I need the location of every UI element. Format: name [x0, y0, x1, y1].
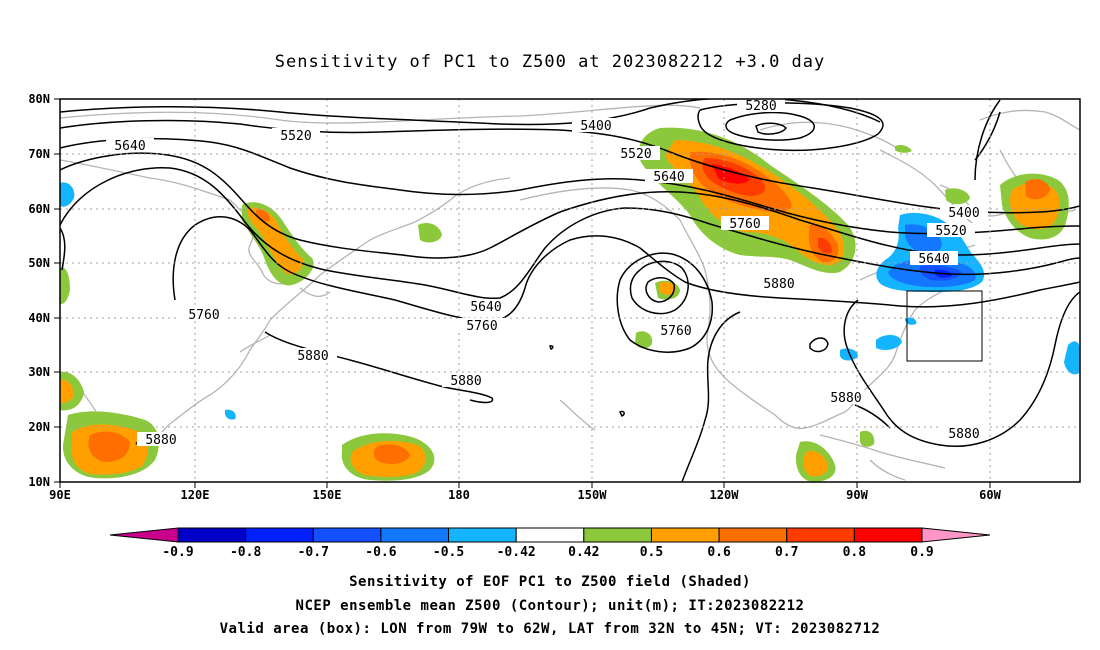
svg-text:5880: 5880: [830, 391, 861, 406]
colorbar-label: -0.5: [433, 545, 464, 560]
svg-text:5880: 5880: [948, 427, 979, 442]
contour-label: 5880: [940, 426, 988, 442]
contour-label: 5520: [927, 223, 975, 239]
svg-text:5520: 5520: [935, 224, 966, 239]
colorbar-label: -0.8: [230, 545, 261, 560]
colorbar-cell: [718, 527, 788, 543]
colorbar-label: 0.7: [775, 545, 798, 560]
contour-label: 5880: [442, 373, 490, 389]
lon-tick-label: 90E: [49, 488, 71, 502]
colorbar-cells: [177, 527, 923, 543]
colorbar-label: 0.5: [640, 545, 663, 560]
sensitivity-shading: [60, 127, 1080, 482]
contour-labels: 5280 5400 5520 5640 5760 5880 5520 5640 …: [106, 98, 988, 448]
lon-tick-label: 150W: [578, 488, 608, 502]
svg-text:5640: 5640: [653, 170, 684, 185]
lon-tick-label: 90W: [846, 488, 868, 502]
lon-tick-label: 180: [448, 488, 470, 502]
valid-area-box: [906, 290, 983, 362]
colorbar-cell: [650, 527, 720, 543]
svg-text:5640: 5640: [114, 139, 145, 154]
colorbar-cell: [312, 527, 382, 543]
contour-label: 5880: [822, 390, 870, 406]
svg-text:5880: 5880: [763, 277, 794, 292]
lat-tick-label: 60N: [28, 202, 50, 216]
contour-label: 5640: [645, 169, 693, 185]
colorbar-cell: [245, 527, 314, 543]
svg-text:5280: 5280: [745, 99, 776, 114]
lat-tick-label: 30N: [28, 365, 50, 379]
lon-tick-labels: 90E 120E 150E 180 150W 120W 90W 60W: [49, 488, 1001, 502]
colorbar-label: 0.9: [910, 545, 933, 560]
grid-lines: [60, 99, 1080, 482]
contour-label: 5880: [755, 276, 803, 292]
colorbar-labels: -0.9 -0.8 -0.7 -0.6 -0.5 -0.42 0.42 0.5 0.6 0.7 0.…: [162, 545, 933, 560]
contour-label: 5880: [289, 348, 337, 364]
colorbar-cell: [177, 527, 247, 543]
lon-tick-label: 120E: [181, 488, 210, 502]
svg-text:5760: 5760: [660, 324, 691, 339]
contour-label: 5760: [652, 323, 700, 339]
lat-tick-label: 10N: [28, 475, 50, 489]
lat-tick-labels: 80N 70N 60N 50N 40N 30N 20N 10N: [28, 92, 50, 489]
svg-text:5640: 5640: [470, 300, 501, 315]
colorbar-high-triangle: [921, 527, 991, 543]
contour-label: 5520: [612, 146, 660, 162]
contour-label: 5760: [458, 318, 506, 334]
contour-label: 5640: [910, 251, 958, 267]
contour-label: 5640: [106, 138, 154, 154]
map-title: Sensitivity of PC1 to Z500 at 2023082212…: [275, 52, 826, 72]
colorbar-label: 0.6: [707, 545, 731, 560]
svg-text:5400: 5400: [948, 206, 979, 221]
colorbar-low-triangle: [109, 527, 179, 543]
z500-contours: [60, 99, 1080, 482]
svg-text:5760: 5760: [729, 217, 760, 232]
contour-label: 5520: [272, 128, 320, 144]
contour-label: 5760: [180, 307, 228, 323]
colorbar: -0.9 -0.8 -0.7 -0.6 -0.5 -0.42 0.42 0.5 0.6 0.7 0.…: [109, 527, 991, 560]
colorbar-label: -0.42: [497, 545, 536, 560]
svg-text:5880: 5880: [145, 433, 176, 448]
svg-text:5880: 5880: [297, 349, 328, 364]
colorbar-label: 0.42: [568, 545, 599, 560]
svg-text:5640: 5640: [918, 252, 949, 267]
svg-text:5400: 5400: [580, 119, 611, 134]
svg-text:5520: 5520: [280, 129, 311, 144]
lat-tick-label: 70N: [28, 147, 50, 161]
lon-tick-label: 60W: [979, 488, 1001, 502]
lon-tick-label: 120W: [710, 488, 740, 502]
contour-label: 5400: [572, 118, 620, 134]
svg-text:5880: 5880: [450, 374, 481, 389]
lon-tick-label: 150E: [313, 488, 342, 502]
caption-line-1: Sensitivity of EOF PC1 to Z500 field (Sh…: [349, 574, 751, 590]
colorbar-cell: [853, 527, 923, 543]
axis-ticks: [54, 98, 991, 488]
contour-label: 5640: [462, 299, 510, 315]
map-frame: [59, 98, 1081, 483]
svg-text:5760: 5760: [466, 319, 497, 334]
lat-tick-label: 50N: [28, 256, 50, 270]
colorbar-cell: [380, 527, 450, 543]
colorbar-cell: [515, 527, 585, 543]
colorbar-label: -0.6: [365, 545, 396, 560]
contour-label: 5880: [137, 432, 185, 448]
contour-label: 5760: [721, 216, 769, 232]
coastlines: [60, 104, 1080, 481]
map-plot-area: [60, 99, 1080, 482]
colorbar-cell: [583, 527, 652, 543]
lat-tick-label: 80N: [28, 92, 50, 106]
colorbar-cell: [786, 527, 855, 543]
caption-line-3: Valid area (box): LON from 79W to 62W, L…: [219, 621, 881, 637]
contour-label: 5280: [737, 98, 785, 114]
colorbar-label: -0.9: [162, 545, 193, 560]
svg-text:5760: 5760: [188, 308, 219, 323]
lat-tick-label: 20N: [28, 420, 50, 434]
colorbar-label: -0.7: [298, 545, 329, 560]
colorbar-label: 0.8: [843, 545, 867, 560]
caption-line-2: NCEP ensemble mean Z500 (Contour); unit(…: [295, 598, 805, 614]
contour-label: 5400: [940, 205, 988, 221]
lat-tick-label: 40N: [28, 311, 50, 325]
colorbar-cell: [448, 527, 517, 543]
svg-text:5520: 5520: [620, 147, 651, 162]
